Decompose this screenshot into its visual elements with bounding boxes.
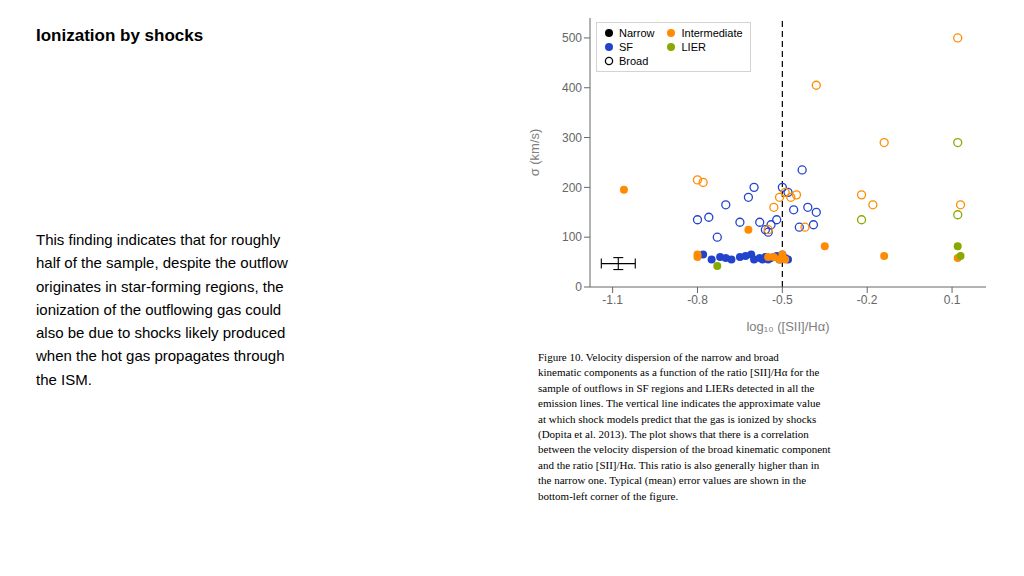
svg-text:σ (km/s): σ (km/s) bbox=[527, 129, 542, 177]
svg-text:200: 200 bbox=[562, 181, 582, 195]
html-text:SF: SF bbox=[619, 41, 634, 53]
svg-text:0: 0 bbox=[575, 280, 582, 294]
svg-text:400: 400 bbox=[562, 81, 582, 95]
html-text:Narrow: Narrow bbox=[619, 27, 655, 39]
html-text:This finding indicates that fo: This finding indicates that for roughly … bbox=[36, 231, 288, 388]
html-text:Ionization by shocks: Ionization by shocks bbox=[36, 26, 204, 45]
html-text:Figure 10. Velocity dispersion: Figure 10. Velocity dispersion of the na… bbox=[538, 351, 831, 502]
html-text:LIER: LIER bbox=[681, 41, 706, 53]
svg-text:-0.8: -0.8 bbox=[687, 293, 708, 307]
svg-text:500: 500 bbox=[562, 31, 582, 45]
html-text:Broad: Broad bbox=[619, 55, 649, 67]
html-text:Intermediate: Intermediate bbox=[681, 27, 743, 39]
svg-text:-0.2: -0.2 bbox=[857, 293, 878, 307]
svg-text:log₁₀ ([SII]/Hα): log₁₀ ([SII]/Hα) bbox=[746, 319, 829, 334]
svg-text:-0.5: -0.5 bbox=[772, 293, 793, 307]
svg-text:-1.1: -1.1 bbox=[602, 293, 623, 307]
svg-text:0.1: 0.1 bbox=[944, 293, 961, 307]
svg-text:300: 300 bbox=[562, 131, 582, 145]
svg-text:100: 100 bbox=[562, 230, 582, 244]
